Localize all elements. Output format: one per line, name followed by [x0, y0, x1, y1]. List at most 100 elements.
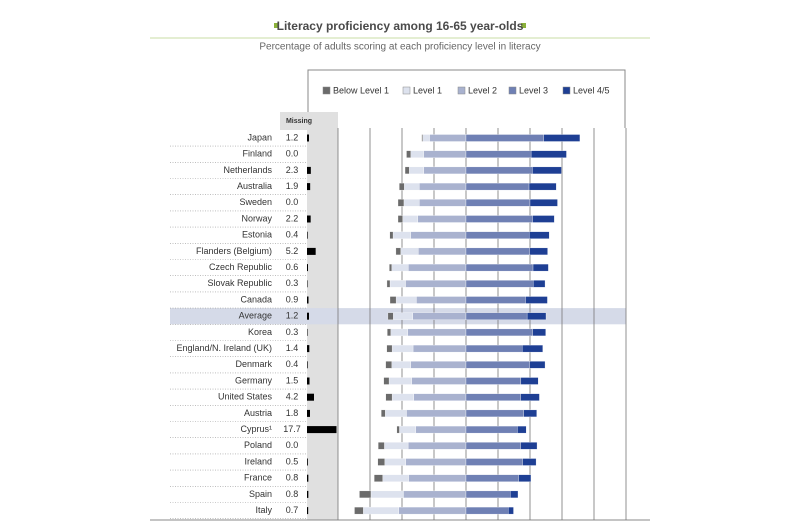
bar-segment	[382, 474, 409, 482]
bar-segment	[530, 150, 567, 158]
bar-segment	[532, 263, 549, 272]
bar-segment	[385, 361, 392, 369]
bar-segment	[406, 409, 467, 418]
category-label: England/N. Ireland (UK)	[176, 343, 272, 353]
bar-segment	[386, 280, 391, 288]
bar-segment	[392, 231, 411, 239]
bar-segment	[465, 215, 533, 223]
category-label: United States	[218, 392, 273, 402]
bar-segment	[525, 296, 548, 304]
bar-segment	[465, 393, 521, 401]
bar-segment	[399, 425, 416, 434]
missing-bar	[307, 377, 310, 385]
missing-bar	[307, 490, 309, 498]
bar-segment	[529, 231, 550, 239]
category-label: Denmark	[235, 359, 272, 369]
bar-segment	[529, 199, 558, 207]
bar-segment	[413, 393, 467, 401]
missing-label: 0.0	[286, 149, 299, 159]
bar-segment	[407, 328, 467, 337]
title-bullet	[521, 23, 526, 28]
bar-segment	[529, 361, 546, 369]
bar-segment	[465, 377, 522, 385]
bar-segment	[417, 215, 467, 223]
bar-segment	[465, 344, 523, 353]
bar-segment	[391, 361, 411, 369]
category-label: Netherlands	[223, 165, 272, 175]
bar-segment	[518, 474, 532, 482]
bar-segment	[402, 215, 418, 223]
bar-segment	[465, 361, 530, 369]
chart-subtitle: Percentage of adults scoring at each pro…	[259, 42, 540, 53]
category-label: Spain	[249, 489, 272, 499]
bar-segment	[412, 344, 467, 353]
bar-segment	[465, 182, 530, 191]
missing-label: 0.6	[286, 262, 299, 272]
bar-segment	[532, 166, 562, 175]
missing-bar	[307, 296, 309, 304]
legend-label: Level 3	[519, 85, 548, 95]
bar-segment	[397, 215, 403, 223]
bar-segment	[370, 490, 404, 499]
bar-segment	[408, 474, 467, 482]
missing-label: 0.4	[286, 230, 299, 240]
category-label: Korea	[248, 327, 272, 337]
missing-bar	[307, 312, 309, 320]
bar-segment	[411, 377, 467, 385]
bar-segment	[384, 458, 406, 466]
missing-label: 1.2	[286, 311, 299, 321]
bar-segment	[377, 458, 385, 466]
missing-bar	[307, 426, 337, 434]
missing-bar	[307, 247, 316, 255]
title-bullet	[274, 23, 279, 28]
bar-segment	[543, 134, 581, 142]
bar-segment	[386, 344, 393, 353]
chart-title: Literacy proficiency among 16-65 year-ol…	[277, 19, 524, 33]
category-label: Australia	[237, 181, 272, 191]
missing-bar	[307, 393, 314, 401]
category-label: Ireland	[244, 456, 272, 466]
missing-bar	[307, 280, 308, 288]
bar-segment	[384, 442, 409, 450]
bar-segment	[423, 150, 467, 158]
bar-segment	[408, 263, 467, 272]
bar-segment	[405, 280, 467, 288]
bar-segment	[465, 247, 530, 256]
bar-segment	[398, 506, 467, 515]
bar-segment	[465, 312, 528, 320]
bar-segment	[403, 490, 467, 499]
bar-segment	[399, 182, 405, 191]
bar-segment	[387, 312, 394, 320]
legend-swatch	[508, 86, 517, 95]
bar-segment	[416, 296, 467, 304]
missing-bar	[307, 507, 309, 515]
bar-segment	[390, 328, 408, 337]
missing-label: 0.8	[286, 489, 299, 499]
bar-segment	[400, 247, 419, 256]
bar-segment	[404, 166, 410, 175]
bar-segment	[397, 199, 405, 207]
bar-segment	[423, 166, 467, 175]
bar-segment	[359, 490, 372, 499]
bar-segment	[409, 166, 424, 175]
bar-segment	[419, 199, 467, 207]
category-label: Czech Republic	[209, 262, 273, 272]
bar-segment	[363, 506, 399, 515]
missing-bar	[307, 458, 308, 466]
category-label: Poland	[244, 440, 272, 450]
bar-segment	[523, 409, 537, 418]
bar-segment	[385, 393, 393, 401]
missing-label: 0.9	[286, 294, 299, 304]
missing-label: 0.3	[286, 278, 299, 288]
bar-segment	[354, 506, 364, 515]
bar-segment	[528, 182, 557, 191]
missing-bar	[307, 345, 310, 353]
missing-label: 4.2	[286, 392, 299, 402]
bar-segment	[529, 247, 548, 256]
missing-bar	[307, 361, 308, 369]
bar-segment	[422, 134, 430, 142]
bar-segment	[406, 150, 411, 158]
missing-label: 0.4	[286, 359, 299, 369]
bar-segment	[533, 280, 546, 288]
missing-bar	[307, 183, 311, 191]
